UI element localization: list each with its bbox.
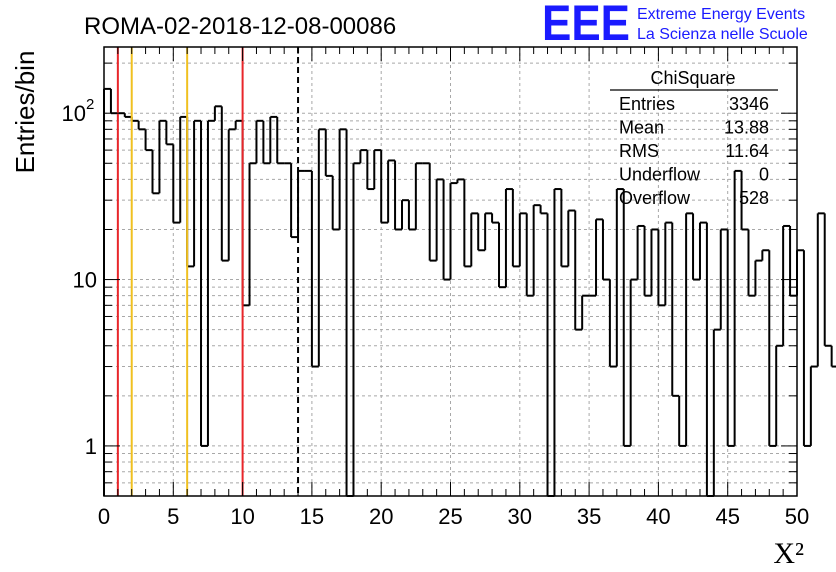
stats-value: 528 bbox=[739, 188, 769, 208]
x-axis-ticks: 0 5 10 15 20 25 30 35 40 45 50 bbox=[98, 47, 809, 529]
stats-label: RMS bbox=[619, 141, 659, 161]
grid-lines bbox=[104, 47, 797, 496]
y-tick-label: 1 bbox=[85, 434, 97, 459]
x-tick-label: 0 bbox=[98, 504, 110, 529]
y-axis-title: Entries/bin bbox=[10, 51, 40, 174]
x-tick-label: 15 bbox=[300, 504, 324, 529]
x-tick-label: 30 bbox=[508, 504, 532, 529]
logo-line2: La Scienza nelle Scuole bbox=[637, 26, 808, 43]
stats-label: Underflow bbox=[619, 165, 701, 185]
stats-label: Entries bbox=[619, 94, 675, 114]
x-axis-title: X² bbox=[773, 537, 804, 570]
y-tick-exponent: 2 bbox=[86, 96, 94, 113]
x-tick-label: 10 bbox=[230, 504, 254, 529]
x-tick-label: 25 bbox=[438, 504, 462, 529]
x-tick-label: 40 bbox=[646, 504, 670, 529]
x-tick-label: 20 bbox=[369, 504, 393, 529]
x-tick-label: 35 bbox=[577, 504, 601, 529]
reference-lines bbox=[116, 47, 300, 496]
logo-line1: Extreme Energy Events bbox=[637, 6, 805, 23]
chart-title: ROMA-02-2018-12-08-00086 bbox=[84, 13, 396, 40]
x-tick-label: 5 bbox=[167, 504, 179, 529]
stats-value: 11.64 bbox=[725, 141, 769, 161]
stats-title: ChiSquare bbox=[650, 68, 735, 88]
stats-label: Overflow bbox=[619, 188, 691, 208]
x-tick-label: 45 bbox=[715, 504, 739, 529]
stats-value: 13.88 bbox=[724, 118, 769, 138]
stats-box: ChiSquare Entries 3346 Mean 13.88 RMS 11.64 Un… bbox=[610, 68, 778, 208]
x-tick-label: 50 bbox=[785, 504, 809, 529]
stats-value: 3346 bbox=[729, 94, 769, 114]
histogram-bars bbox=[103, 87, 836, 497]
y-tick-label: 10 bbox=[73, 268, 97, 293]
stats-label: Mean bbox=[619, 118, 664, 138]
eee-logo: EEE Extreme Energy Events La Scienza nel… bbox=[542, 0, 808, 51]
logo-mark: EEE bbox=[542, 0, 630, 51]
stats-value: 0 bbox=[759, 165, 769, 185]
y-tick-label: 10 bbox=[62, 101, 86, 126]
